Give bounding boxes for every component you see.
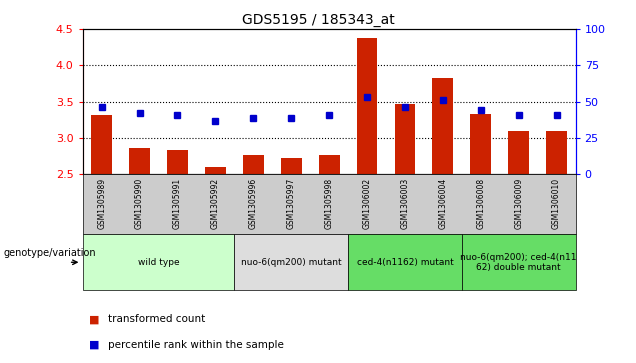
Text: GSM1305991: GSM1305991 <box>173 178 182 229</box>
Text: GSM1306004: GSM1306004 <box>438 178 447 229</box>
Text: GSM1306010: GSM1306010 <box>552 178 561 229</box>
Text: ■: ■ <box>89 314 100 325</box>
Bar <box>357 38 378 174</box>
Text: GSM1305996: GSM1305996 <box>249 178 258 229</box>
Text: percentile rank within the sample: percentile rank within the sample <box>108 340 284 350</box>
Bar <box>243 155 264 174</box>
Text: GDS5195 / 185343_at: GDS5195 / 185343_at <box>242 13 394 27</box>
Text: GSM1306008: GSM1306008 <box>476 178 485 229</box>
Bar <box>129 148 150 174</box>
Text: genotype/variation: genotype/variation <box>3 248 96 258</box>
Bar <box>280 158 301 174</box>
Bar <box>471 114 491 174</box>
Bar <box>508 131 529 174</box>
Text: nuo-6(qm200); ced-4(n11
62) double mutant: nuo-6(qm200); ced-4(n11 62) double mutan… <box>460 253 577 272</box>
Bar <box>205 167 226 174</box>
Bar <box>394 104 415 174</box>
Bar <box>546 131 567 174</box>
Text: GSM1305990: GSM1305990 <box>135 178 144 229</box>
Text: GSM1305989: GSM1305989 <box>97 178 106 229</box>
Text: GSM1306002: GSM1306002 <box>363 178 371 229</box>
Text: GSM1306009: GSM1306009 <box>515 178 523 229</box>
Bar <box>167 150 188 174</box>
Text: nuo-6(qm200) mutant: nuo-6(qm200) mutant <box>241 258 342 267</box>
Text: GSM1306003: GSM1306003 <box>401 178 410 229</box>
Text: ■: ■ <box>89 340 100 350</box>
Text: wild type: wild type <box>138 258 179 267</box>
Text: transformed count: transformed count <box>108 314 205 325</box>
Text: GSM1305992: GSM1305992 <box>211 178 220 229</box>
Bar <box>432 78 453 174</box>
Text: GSM1305997: GSM1305997 <box>287 178 296 229</box>
Bar <box>91 115 112 174</box>
Text: ced-4(n1162) mutant: ced-4(n1162) mutant <box>357 258 453 267</box>
Text: GSM1305998: GSM1305998 <box>324 178 334 229</box>
Bar <box>319 155 340 174</box>
